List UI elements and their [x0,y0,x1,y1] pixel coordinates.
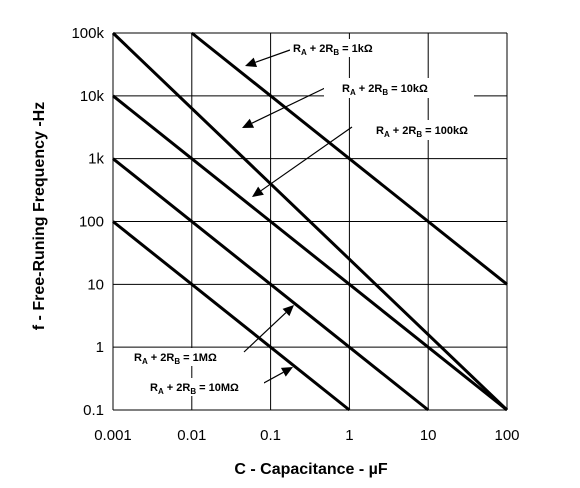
y-axis-title: f - Free-Runing Frequency -Hz [31,102,48,330]
x-tick-label: 0.001 [94,427,132,444]
arrow-10m-shaft [261,371,284,385]
x-tick-labels: 0.001 0.01 0.1 1 10 100 [94,427,519,444]
series-line [112,94,508,412]
x-tick-label: 0.01 [177,427,206,444]
series-line [190,31,508,286]
x-axis-title: C - Capacitance - µF [234,461,387,478]
series-annotation: RA + 2RB = 1MΩ [134,352,217,366]
annotation-background [366,120,492,140]
series-lines [111,31,509,412]
series-annotation: RA + 2RB = 10MΩ [150,382,239,396]
y-tick-label: 10k [80,88,105,105]
y-tick-label: 0.1 [83,402,104,419]
series-line [111,31,509,412]
y-tick-label: 10 [87,276,104,293]
y-tick-label: 1k [88,151,104,168]
x-tick-label: 100 [494,427,519,444]
annotation-background [324,78,474,98]
arrow-10k-head [242,118,255,128]
y-tick-label: 1 [96,339,104,356]
series-annotations: RA + 2RB = 1kΩ RA + 2RB = 10kΩ RA + 2RB = … [130,39,492,396]
arrow-1m-head [282,305,294,317]
y-tick-labels: 0.1 1 10 100 1k 10k 100k [71,25,104,419]
annotation-background [130,348,240,366]
arrow-1k-shaft [255,49,291,63]
arrow-10k-shaft [251,87,326,124]
annotation-background [146,378,264,396]
annotation-background [290,39,408,57]
y-tick-label: 100 [79,214,104,231]
series-annotation: RA + 2RB = 100kΩ [376,125,468,139]
x-tick-label: 1 [345,427,353,444]
x-tick-label: 0.1 [260,427,281,444]
arrow-100k-shaft [260,126,353,192]
series-annotation: RA + 2RB = 10kΩ [342,83,428,97]
annotation-arrows [242,49,353,385]
x-tick-label: 10 [420,427,437,444]
arrow-1m-shaft [243,312,287,353]
arrow-100k-head [252,186,264,197]
arrow-1k-head [245,57,258,68]
series-line [112,220,351,412]
arrow-10m-head [280,367,293,377]
y-tick-label: 100k [71,25,104,42]
series-line [112,157,430,412]
series-annotation: RA + 2RB = 1kΩ [293,43,373,57]
